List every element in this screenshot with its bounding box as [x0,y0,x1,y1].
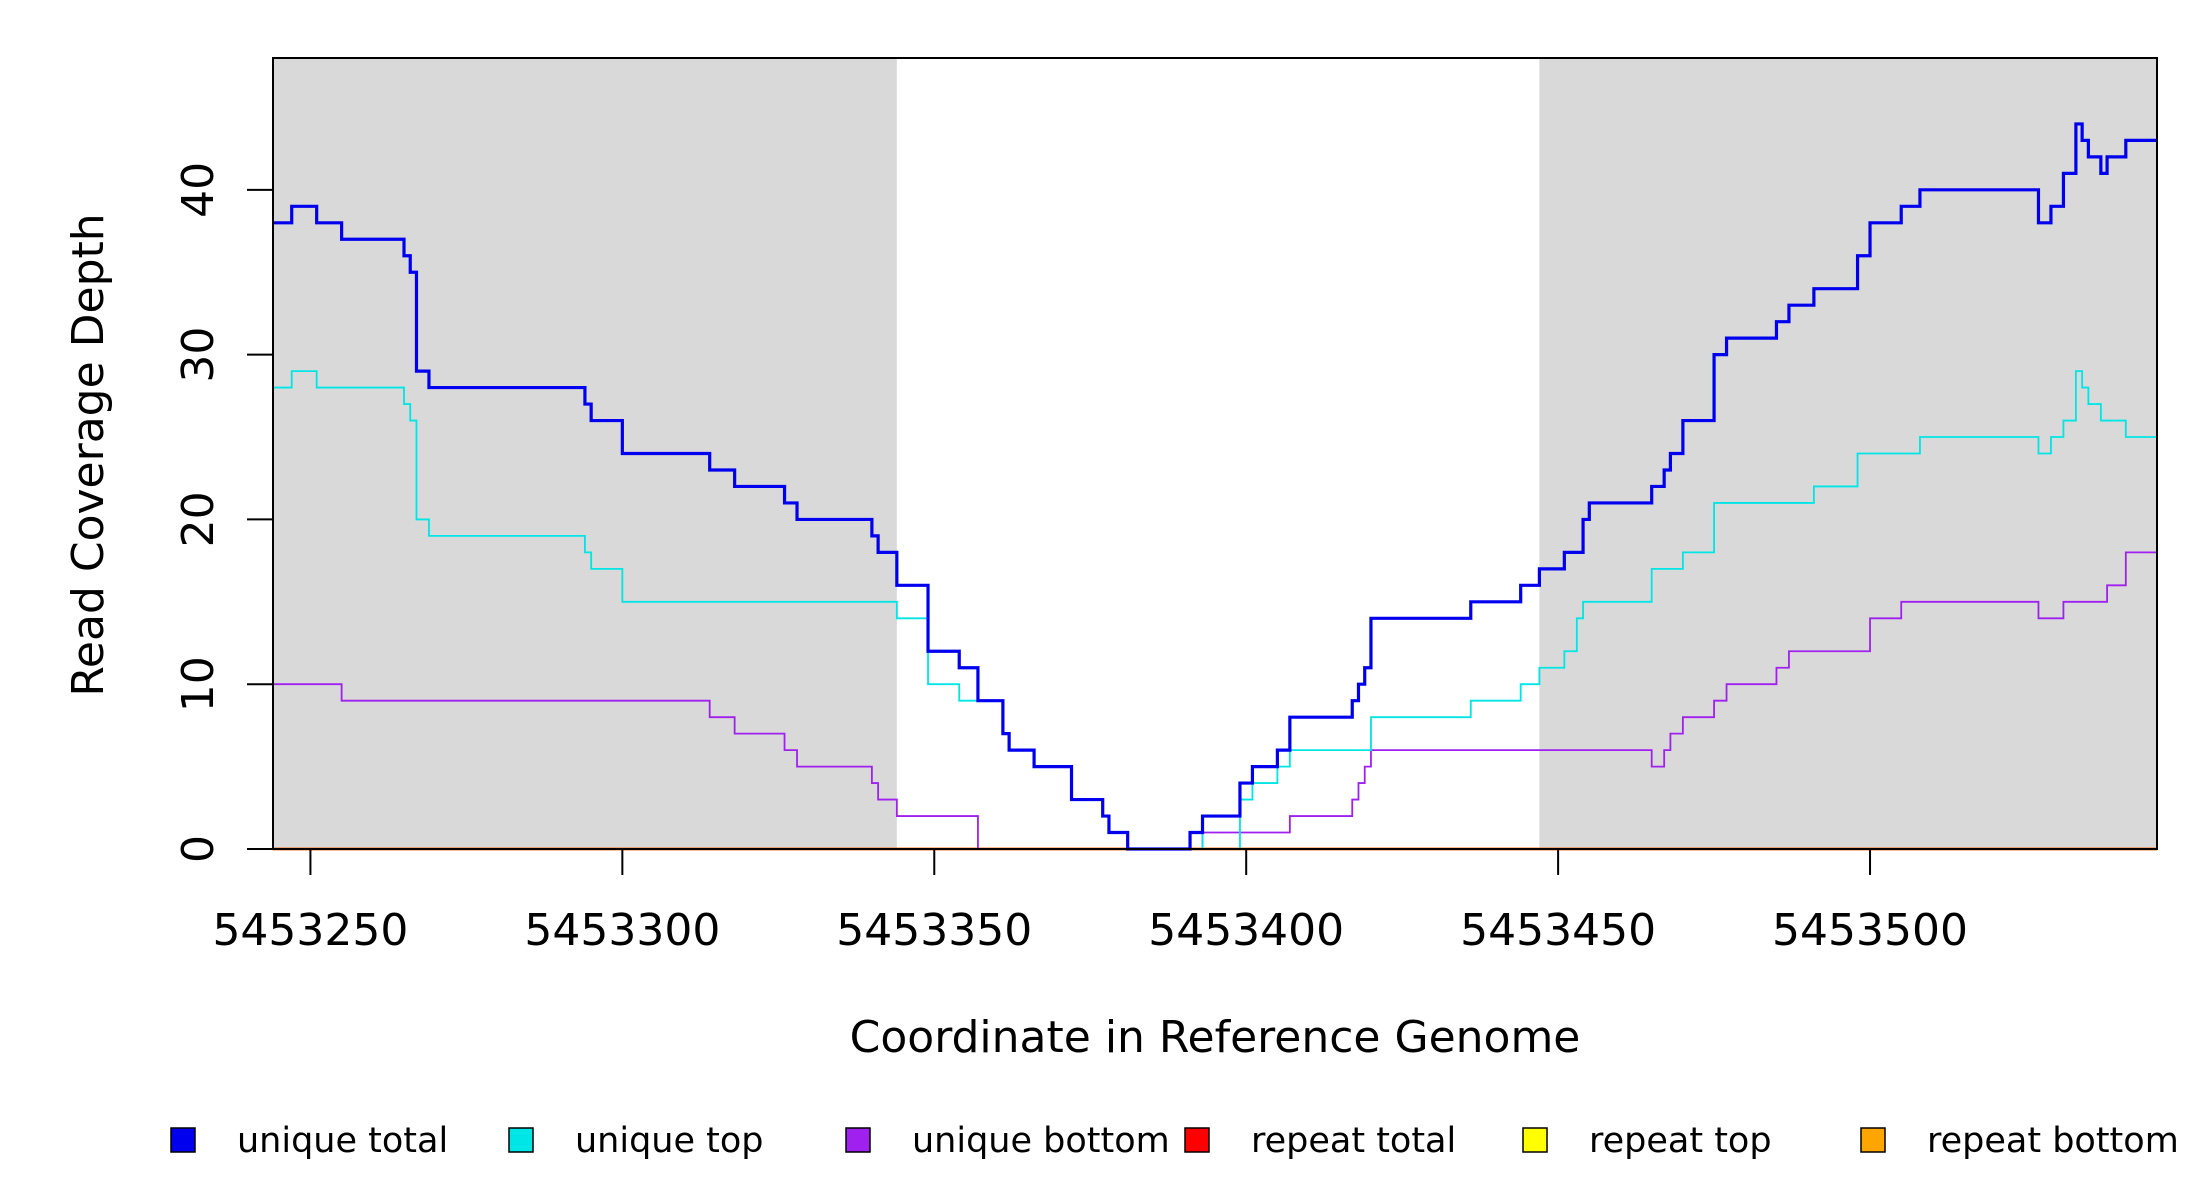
shaded-region-2 [1539,58,2157,849]
x-tick-label: 5453250 [212,905,408,956]
legend-label: repeat total [1251,1121,1456,1161]
x-axis-title: Coordinate in Reference Genome [850,1012,1581,1063]
y-tick-label: 30 [173,327,224,383]
legend-swatch [845,1127,871,1153]
shaded-regions [273,58,2157,849]
y-tick-label: 0 [173,835,224,863]
y-axis: 0 10 20 30 40 [173,162,273,863]
x-tick-label: 5453450 [1460,905,1656,956]
series-line-unique-bottom [273,551,2157,850]
x-tick-label: 5453300 [524,905,720,956]
shaded-region-1 [273,58,897,849]
x-tick-label: 5453350 [836,905,1032,956]
y-axis-title: Read Coverage Depth [63,213,114,696]
y-tick-label: 40 [173,162,224,218]
legend-swatch [1860,1127,1886,1153]
x-tick-label: 5453500 [1772,905,1968,956]
legend: unique total unique top unique bottom repea… [170,1121,2179,1161]
legend-label: unique total [237,1121,448,1161]
legend-label: unique top [575,1121,764,1161]
x-tick-label: 5453400 [1148,905,1344,956]
plot-frame [272,57,2158,850]
legend-label: repeat top [1589,1121,1772,1161]
y-tick-label: 10 [173,656,224,712]
legend-label: repeat bottom [1927,1121,2179,1161]
legend-label: unique bottom [912,1121,1170,1161]
legend-swatch [1184,1127,1210,1153]
y-tick-label: 20 [173,491,224,547]
series-line-unique-top [273,370,2157,850]
x-axis: 5453250 5453300 5453350 5453400 5453450 54535… [212,849,1968,956]
legend-swatch [170,1127,196,1153]
series-line-unique-total [273,122,2157,851]
legend-swatch [1522,1127,1548,1153]
legend-swatch [508,1127,534,1153]
